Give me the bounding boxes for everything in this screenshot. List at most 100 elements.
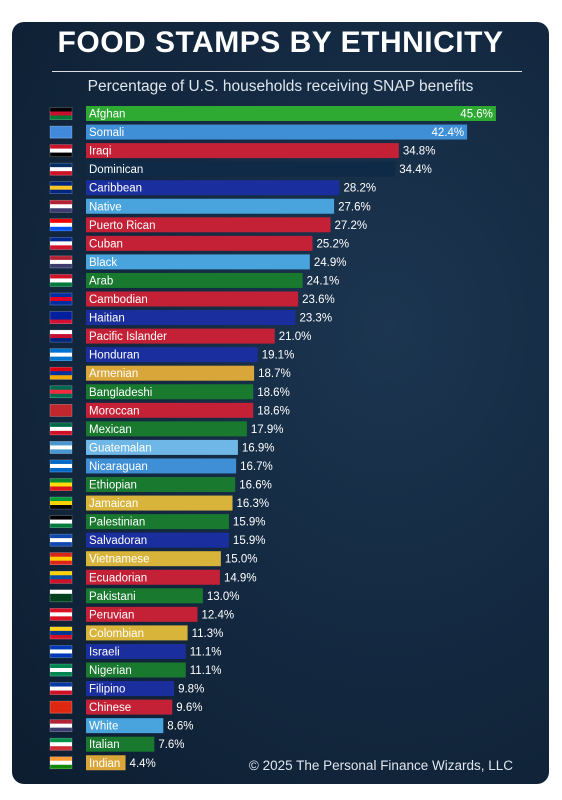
value-label-cambodian: 23.6% — [302, 294, 335, 306]
value-label-chinese: 9.6% — [176, 702, 202, 714]
bar-label-chinese: Chinese — [89, 702, 131, 714]
flag-icon-nigerian — [49, 663, 73, 677]
flag-icon-israeli — [49, 645, 73, 658]
bar-cambodian — [86, 291, 299, 307]
bar-label-colombian: Colombian — [89, 628, 144, 640]
value-label-ethiopian: 16.6% — [239, 480, 272, 492]
flag-icon-mexican — [49, 422, 73, 436]
copyright-footer: © 2025 The Personal Finance Wizards, LLC — [248, 758, 513, 773]
flag-icon-cambodian — [49, 292, 73, 306]
bar-honduran — [86, 347, 258, 363]
bar-pacific-islander — [86, 328, 275, 344]
bar-peruvian — [86, 606, 198, 622]
bar-afghan — [86, 106, 496, 121]
value-label-filipino: 9.8% — [178, 684, 204, 696]
flag-icon-vietnamese — [49, 552, 73, 566]
value-label-caribbean: 28.2% — [343, 183, 376, 195]
value-label-moroccan: 18.6% — [257, 405, 290, 417]
bar-cuban — [86, 235, 313, 251]
value-label-nigerian: 11.1% — [190, 665, 222, 677]
value-label-colombian: 11.3% — [192, 628, 224, 640]
value-label-ecuadorian: 14.9% — [224, 572, 257, 584]
bar-label-italian: Italian — [89, 739, 120, 751]
flag-icon-peruvian — [49, 608, 73, 621]
bar-label-black: Black — [89, 257, 117, 269]
bar-label-dominican: Dominican — [89, 164, 143, 176]
bar-salvadoran — [86, 532, 229, 548]
bar-arab — [86, 272, 303, 288]
bar-label-guatemalan: Guatemalan — [89, 442, 152, 454]
bar-label-caribbean: Caribbean — [89, 183, 142, 195]
bar-puerto-rican — [86, 217, 331, 233]
value-label-vietnamese: 15.0% — [225, 554, 258, 566]
bar-haitian — [86, 310, 296, 326]
flag-icon-caribbean — [49, 181, 73, 194]
bar-filipino — [86, 681, 175, 697]
flag-icon-ethiopian — [49, 478, 73, 491]
value-label-peruvian: 12.4% — [201, 609, 234, 621]
bar-label-somali: Somali — [89, 127, 124, 139]
value-label-haitian: 23.3% — [299, 313, 332, 325]
flag-icon-palestinian — [49, 515, 73, 528]
bar-label-salvadoran: Salvadoran — [89, 535, 147, 547]
bar-colombian — [86, 625, 188, 641]
flag-icon-somali — [49, 125, 73, 139]
bar-label-cuban: Cuban — [89, 238, 123, 250]
bar-label-nicaraguan: Nicaraguan — [89, 461, 148, 473]
bar-jamaican — [86, 495, 233, 511]
flag-icon-black — [49, 255, 73, 269]
bar-armenian — [86, 365, 255, 381]
title-divider — [52, 71, 522, 72]
bar-label-afghan: Afghan — [89, 109, 125, 121]
flag-icon-native — [49, 199, 73, 213]
bar-caribbean — [86, 180, 340, 196]
value-label-iraqi: 34.8% — [403, 146, 436, 158]
bar-label-puerto-rican: Puerto Rican — [89, 220, 155, 232]
bar-white — [86, 718, 164, 734]
flag-icon-dominican — [49, 162, 73, 176]
flag-icon-armenian — [49, 366, 73, 380]
bar-label-israeli: Israeli — [89, 646, 120, 658]
bar-mexican — [86, 421, 247, 437]
bar-palestinian — [86, 514, 229, 530]
value-label-arab: 24.1% — [307, 275, 340, 287]
bar-label-filipino: Filipino — [89, 684, 125, 696]
bar-ecuadorian — [86, 569, 220, 585]
bar-bangladeshi — [86, 384, 254, 400]
bar-label-armenian: Armenian — [89, 368, 138, 380]
bar-label-pacific-islander: Pacific Islander — [89, 331, 167, 343]
bar-indian — [86, 755, 126, 771]
flag-icon-cuban — [49, 237, 73, 250]
chart-subtitle: Percentage of U.S. households receiving … — [87, 78, 474, 95]
bar-label-jamaican: Jamaican — [89, 498, 138, 510]
flag-icon-ecuadorian — [49, 570, 73, 584]
bar-label-nigerian: Nigerian — [89, 665, 132, 677]
bar-label-mexican: Mexican — [89, 424, 132, 436]
bar-label-ethiopian: Ethiopian — [89, 480, 137, 492]
flag-icon-guatemalan — [49, 441, 73, 454]
flag-icon-honduran — [49, 348, 73, 361]
value-label-palestinian: 15.9% — [233, 517, 266, 529]
bar-pakistani — [86, 588, 203, 604]
value-label-armenian: 18.7% — [258, 368, 291, 380]
flag-icon-white — [49, 719, 73, 732]
bar-label-peruvian: Peruvian — [89, 609, 134, 621]
value-label-bangladeshi: 18.6% — [257, 387, 290, 399]
bar-label-vietnamese: Vietnamese — [89, 554, 150, 566]
value-label-afghan: 45.6% — [460, 109, 493, 121]
value-label-pacific-islander: 21.0% — [279, 331, 312, 343]
bar-chart: Afghan 45.6% Somali 42.4% Iraqi 34.8% Dominica… — [49, 106, 496, 771]
flag-icon-pacific-islander — [49, 329, 73, 343]
bar-label-palestinian: Palestinian — [89, 517, 145, 529]
flag-icon-chinese — [49, 700, 73, 714]
value-label-somali: 42.4% — [432, 127, 465, 139]
bar-israeli — [86, 643, 186, 659]
value-label-indian: 4.4% — [130, 758, 156, 770]
bar-native — [86, 198, 335, 214]
flag-icon-puerto-rican — [49, 218, 73, 232]
bar-label-haitian: Haitian — [89, 313, 125, 325]
value-label-native: 27.6% — [338, 201, 371, 213]
bar-label-honduran: Honduran — [89, 350, 140, 362]
flag-icon-bangladeshi — [49, 385, 73, 399]
flag-icon-indian — [49, 756, 73, 770]
